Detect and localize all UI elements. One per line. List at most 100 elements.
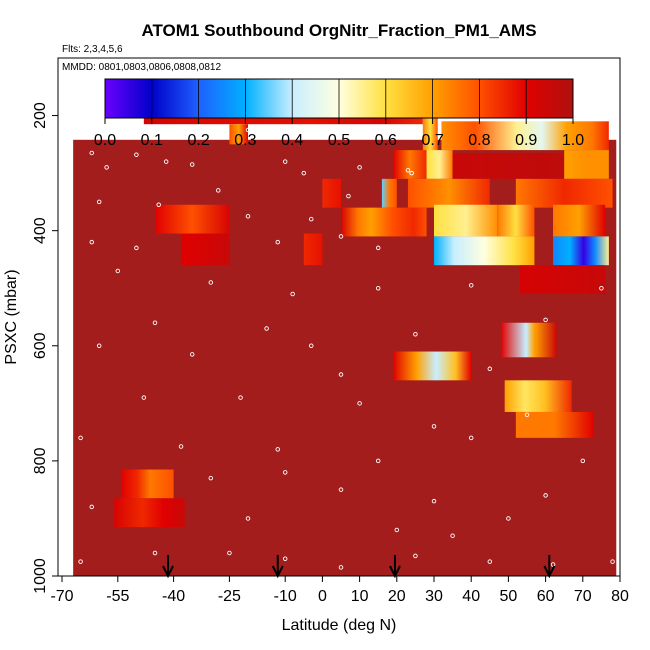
heatmap-segment xyxy=(229,124,248,145)
heatmap-segment xyxy=(114,498,185,528)
dates-note: MMDD: 0801,0803,0806,0808,0812 xyxy=(62,62,221,73)
heatmap-segment xyxy=(426,150,453,179)
sample-point xyxy=(543,317,548,323)
sample-point xyxy=(282,556,288,561)
x-tick-label: 40 xyxy=(462,588,480,605)
sample-point xyxy=(308,216,314,222)
sample-point xyxy=(405,167,411,173)
sample-point xyxy=(89,504,95,510)
x-tick-label: -70 xyxy=(50,588,73,605)
sample-point xyxy=(338,372,344,377)
sample-point xyxy=(264,326,269,331)
sample-point xyxy=(346,193,351,199)
heatmap-segment xyxy=(407,178,490,208)
heatmap-segment xyxy=(441,121,609,151)
x-tick-label: 70 xyxy=(574,588,592,605)
y-tick-label: 1000 xyxy=(32,558,49,594)
x-tick-label: -55 xyxy=(106,588,129,605)
sample-point xyxy=(78,124,83,130)
y-tick-label: 200 xyxy=(32,102,49,129)
sample-point xyxy=(152,550,158,556)
sample-point xyxy=(375,458,381,464)
heatmap-segment xyxy=(155,204,230,234)
colorbar-tick-label: 0.2 xyxy=(187,132,209,149)
heatmap-segment xyxy=(341,207,427,237)
sample-point xyxy=(282,159,288,164)
x-tick-label: 0 xyxy=(318,588,327,605)
sample-point xyxy=(506,516,511,521)
sample-point xyxy=(524,412,530,418)
sample-point xyxy=(338,234,344,239)
y-tick-label: 600 xyxy=(32,332,49,359)
sample-point xyxy=(238,395,243,400)
sample-point xyxy=(275,447,281,452)
sample-point xyxy=(282,470,288,475)
sample-point xyxy=(134,152,139,157)
sample-point xyxy=(610,559,615,564)
sample-point xyxy=(89,150,95,156)
heatmap-segment xyxy=(393,150,427,179)
sample-point xyxy=(96,343,102,349)
sample-point xyxy=(178,444,184,449)
sample-point xyxy=(134,245,139,251)
y-axis: 200 400 600 800 1000 xyxy=(32,102,59,594)
sample-point xyxy=(468,435,474,441)
x-tick-label: 50 xyxy=(500,588,518,605)
heatmap-segment xyxy=(519,265,606,294)
sample-point xyxy=(96,199,102,205)
y-tick-label: 400 xyxy=(32,217,49,244)
x-tick-label: 60 xyxy=(537,588,555,605)
sample-point xyxy=(227,550,232,556)
heatmap-segment xyxy=(553,236,609,266)
sample-point xyxy=(468,283,474,288)
sample-point xyxy=(308,343,314,349)
colorbar-tick-label: 0.9 xyxy=(515,132,537,149)
sample-point xyxy=(375,245,381,251)
sample-point xyxy=(215,188,221,193)
x-tick-label: 80 xyxy=(611,588,629,605)
colorbar-tick-label: 0.6 xyxy=(375,132,397,149)
heatmap-segment xyxy=(121,469,174,499)
sample-point xyxy=(431,498,437,504)
sample-point xyxy=(152,320,158,326)
sample-point xyxy=(413,332,418,337)
heatmap-segment xyxy=(497,204,535,237)
heatmap-segment xyxy=(564,150,609,179)
sample-point xyxy=(290,291,295,297)
colorbar-tick-label: 0.3 xyxy=(234,132,256,149)
sample-point xyxy=(487,366,493,372)
y-axis-label: PSXC (mbar) xyxy=(3,269,20,364)
sample-point xyxy=(245,127,251,133)
sample-point xyxy=(413,553,418,559)
heatmap-segment xyxy=(500,322,557,358)
sample-point xyxy=(141,395,147,400)
heatmap-segment xyxy=(381,178,397,208)
sample-point xyxy=(338,565,344,570)
sample-point xyxy=(301,170,307,176)
x-tick-label: -10 xyxy=(274,588,297,605)
colorbar-tick-label: 0.0 xyxy=(94,132,116,149)
sample-point xyxy=(338,487,344,492)
x-axis: -70 -55 -40 -25 -10 0 10 20 30 40 50 60 70 80 xyxy=(50,575,629,605)
sample-point xyxy=(431,424,437,429)
x-tick-label: -40 xyxy=(162,588,185,605)
chart-title: ATOM1 Southbound OrgNitr_Fraction_PM1_AM… xyxy=(141,21,536,40)
heatmap-segment xyxy=(504,380,572,412)
sample-point xyxy=(245,516,251,521)
sample-point xyxy=(89,239,95,245)
colorbar-tick-label: 1.0 xyxy=(562,132,584,149)
x-tick-label: 30 xyxy=(425,588,443,605)
x-tick-label: 20 xyxy=(388,588,406,605)
sample-point xyxy=(115,125,121,131)
heatmap-segment xyxy=(434,204,498,237)
sample-point xyxy=(115,268,121,274)
sample-point xyxy=(208,127,214,133)
heatmap-segment xyxy=(553,204,606,237)
x-tick-label: -25 xyxy=(218,588,241,605)
sample-point xyxy=(156,202,161,208)
x-tick-label: 10 xyxy=(351,588,369,605)
colorbar-tick-label: 0.8 xyxy=(468,132,490,149)
sample-point xyxy=(357,401,362,406)
heatmap-segment xyxy=(515,411,594,438)
